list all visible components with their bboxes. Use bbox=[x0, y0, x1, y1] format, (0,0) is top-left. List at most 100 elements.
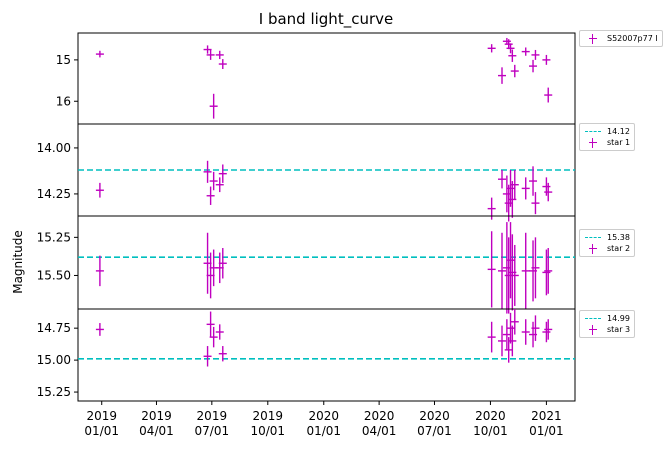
data-point bbox=[504, 184, 513, 222]
data-point bbox=[498, 170, 507, 189]
data-point bbox=[521, 177, 530, 200]
data-point bbox=[544, 87, 553, 103]
data-point bbox=[218, 59, 227, 69]
panel-2: 14.00 14.25 bbox=[37, 123, 576, 222]
legend-2: 14.12 star 1 bbox=[579, 123, 636, 151]
data-point bbox=[542, 321, 551, 343]
legend-entry-series: star 2 bbox=[584, 243, 630, 254]
data-point bbox=[487, 44, 496, 53]
legend-label: star 2 bbox=[607, 244, 631, 253]
data-point bbox=[531, 315, 540, 341]
legend-entry-series: S52007p77 I bbox=[584, 33, 658, 44]
x-tick-label: 2020 04/01 bbox=[362, 409, 397, 438]
errorbar-marker-icon bbox=[584, 137, 602, 148]
data-point bbox=[95, 255, 104, 287]
x-tick-label-line: 04/01 bbox=[139, 424, 174, 438]
dashed-line-icon bbox=[584, 127, 602, 137]
legend-entry-reference: 14.99 bbox=[584, 313, 630, 324]
data-point bbox=[206, 186, 215, 205]
y-tick-label: 14.75 bbox=[37, 321, 71, 335]
y-tick-label: 15.00 bbox=[37, 353, 71, 367]
x-tick-label: 2020 10/01 bbox=[473, 409, 508, 438]
data-point bbox=[206, 311, 215, 338]
data-point bbox=[215, 50, 224, 60]
data-point bbox=[504, 39, 513, 50]
data-point bbox=[531, 192, 540, 215]
legend-label: star 3 bbox=[607, 325, 631, 334]
x-tick-label: 2019 01/01 bbox=[84, 409, 119, 438]
x-tick-label-line: 2021 bbox=[531, 409, 562, 423]
data-point bbox=[95, 182, 104, 198]
data-point bbox=[506, 312, 515, 344]
data-point bbox=[203, 346, 212, 367]
x-tick-label-line: 2020 bbox=[308, 409, 339, 423]
x-tick-label-line: 2019 bbox=[141, 409, 172, 423]
y-tick-label: 15.25 bbox=[37, 385, 71, 399]
legend-4: 14.99 star 3 bbox=[579, 310, 636, 338]
data-point bbox=[218, 164, 227, 183]
legend-label: star 1 bbox=[607, 138, 631, 147]
x-tick-label-line: 01/01 bbox=[529, 424, 564, 438]
data-point bbox=[508, 49, 517, 62]
legend-label: 14.99 bbox=[607, 314, 630, 323]
x-tick-label-line: 01/01 bbox=[84, 424, 119, 438]
legend-label: S52007p77 I bbox=[607, 34, 658, 43]
errorbar-marker-icon bbox=[584, 243, 602, 254]
legend-entry-reference: 15.38 bbox=[584, 232, 630, 243]
data-point bbox=[529, 59, 538, 73]
data-point bbox=[498, 325, 507, 357]
data-point bbox=[521, 319, 530, 345]
data-point bbox=[218, 248, 227, 279]
data-point bbox=[502, 175, 511, 213]
data-point bbox=[209, 93, 218, 119]
legend-entry-series: star 1 bbox=[584, 137, 630, 148]
data-point bbox=[506, 222, 515, 299]
x-tick-label-line: 2020 bbox=[419, 409, 450, 423]
panel-frame bbox=[77, 32, 576, 125]
data-point bbox=[531, 49, 540, 60]
x-tick-label-line: 10/01 bbox=[250, 424, 285, 438]
x-tick-label-line: 07/01 bbox=[417, 424, 452, 438]
dashed-line-icon bbox=[584, 314, 602, 324]
errorbar-marker-icon bbox=[584, 33, 602, 44]
y-tick-label: 15.25 bbox=[37, 230, 71, 244]
data-point bbox=[487, 321, 496, 353]
legend-entry-series: star 3 bbox=[584, 324, 630, 335]
data-point bbox=[218, 346, 227, 362]
data-point bbox=[506, 43, 515, 54]
data-point bbox=[209, 326, 218, 348]
data-point bbox=[95, 323, 104, 336]
data-point bbox=[506, 170, 515, 207]
errorbar-marker-icon bbox=[584, 324, 602, 335]
data-point bbox=[206, 49, 215, 60]
x-tick-label-line: 04/01 bbox=[362, 424, 397, 438]
data-point bbox=[498, 232, 507, 309]
legend-entry-reference: 14.12 bbox=[584, 126, 630, 137]
data-point bbox=[544, 248, 553, 294]
y-tick-label: 15.50 bbox=[37, 268, 71, 282]
data-point bbox=[502, 319, 511, 350]
data-point bbox=[215, 177, 224, 193]
panel-4: 14.75 15.00 15.25 bbox=[37, 308, 576, 402]
y-tick-label: 14.25 bbox=[37, 187, 71, 201]
y-tick-label: 14.00 bbox=[37, 141, 71, 155]
x-tick-label-line: 2019 bbox=[197, 409, 228, 423]
data-point bbox=[209, 171, 218, 191]
x-tick-label-line: 2020 bbox=[475, 409, 506, 423]
x-tick-label: 2020 01/01 bbox=[306, 409, 341, 438]
y-tick-label: 15 bbox=[56, 53, 71, 67]
panel-frame bbox=[77, 215, 576, 310]
y-tick-label: 16 bbox=[56, 94, 71, 108]
data-point bbox=[510, 309, 519, 335]
x-tick-label: 2019 10/01 bbox=[250, 409, 285, 438]
legend-3: 15.38 star 2 bbox=[579, 229, 636, 257]
x-tick-label: 2019 07/01 bbox=[195, 409, 230, 438]
x-tick-label-line: 10/01 bbox=[473, 424, 508, 438]
y-axis-label: Magnitude bbox=[11, 230, 25, 294]
data-point bbox=[542, 54, 551, 65]
data-point bbox=[203, 160, 212, 183]
panel-frame bbox=[77, 308, 576, 402]
